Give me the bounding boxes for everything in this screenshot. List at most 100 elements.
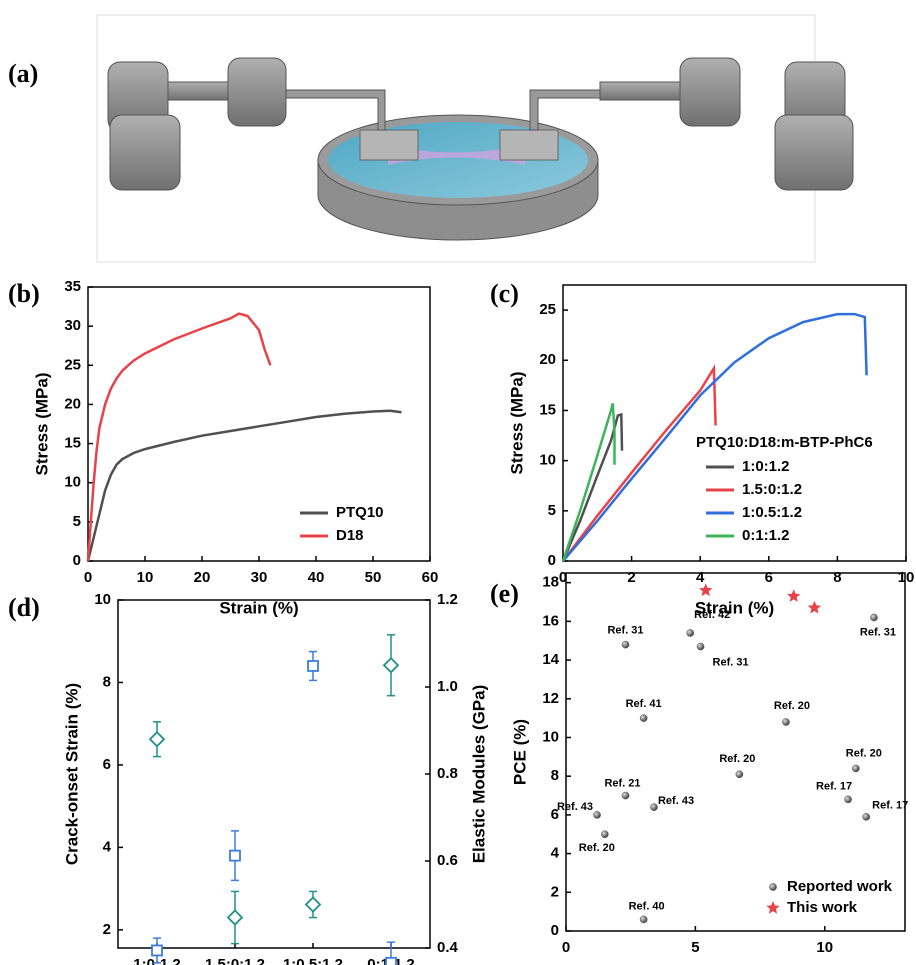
y-tick-label: 6 — [103, 756, 111, 773]
x-tick-label: 20 — [194, 569, 211, 586]
legend-label: Reported work — [787, 878, 893, 895]
marker — [151, 944, 163, 957]
y-tick-label: 10 — [64, 474, 81, 491]
y-tick-label: 0 — [548, 552, 556, 569]
marker — [600, 830, 609, 839]
y-tick-label: 5 — [548, 502, 556, 519]
marker — [385, 956, 397, 965]
x-tick-label: 1:0.5:1.2 — [283, 956, 343, 965]
legend-swatch — [769, 883, 777, 891]
marker — [870, 613, 878, 622]
point-label: Ref. 43 — [557, 801, 593, 813]
line-series — [562, 364, 717, 562]
y-tick-label: 30 — [64, 317, 81, 334]
legend-label: D18 — [336, 527, 364, 544]
y-axis-label: PCE (%) — [510, 719, 529, 785]
y-tick-label: 25 — [539, 301, 556, 318]
point-label: Ref. 40 — [629, 900, 665, 912]
marker — [639, 714, 648, 722]
point-label: Ref. 17 — [816, 780, 852, 792]
x-tick-label: 10 — [898, 569, 915, 586]
marker — [807, 600, 822, 614]
x-tick-label: 6 — [765, 569, 773, 586]
point-label: Ref. 17 — [872, 800, 908, 812]
y-axis-label: Stress (MPa) — [32, 373, 51, 476]
x-tick-label: 0 — [562, 939, 570, 956]
y-tick-label: 0 — [551, 922, 559, 939]
marker — [686, 629, 695, 637]
y2-tick-label: 0.8 — [437, 765, 458, 782]
y-tick-label: 18 — [542, 574, 559, 591]
point-label: Ref. 20 — [774, 700, 810, 712]
point-label: Ref. 42 — [694, 609, 730, 621]
marker — [782, 718, 790, 726]
y-axis-label: Stress (MPa) — [507, 372, 526, 475]
legend-label: 1:0.5:1.2 — [742, 504, 802, 521]
x-tick-label: 10 — [816, 939, 833, 956]
point-label: Ref. 20 — [846, 747, 882, 759]
y-tick-label: 10 — [542, 728, 559, 745]
marker — [148, 730, 166, 748]
marker — [787, 589, 801, 602]
y-axis-label: Crack-onset Strain (%) — [62, 683, 81, 865]
point-label: Ref. 31 — [607, 625, 643, 637]
y-tick-label: 5 — [73, 513, 81, 530]
y2-tick-label: 1.0 — [437, 678, 458, 695]
marker — [307, 660, 319, 672]
y-tick-label: 6 — [551, 806, 559, 823]
legend-label: PTQ10 — [336, 504, 384, 521]
panel-label: (b) — [8, 279, 40, 308]
panel-label: (e) — [490, 579, 519, 608]
plot-frame — [562, 284, 907, 562]
y-tick-label: 15 — [539, 401, 556, 418]
marker — [699, 583, 713, 597]
line-series — [86, 312, 272, 562]
y-tick-label: 14 — [542, 651, 559, 668]
panel-label: (a) — [8, 59, 38, 88]
y-tick-label: 2 — [551, 883, 559, 900]
y-tick-label: 20 — [64, 395, 81, 412]
x-tick-label: 30 — [251, 569, 268, 586]
y-tick-label: 4 — [551, 845, 560, 862]
x-tick-label: 50 — [365, 569, 382, 586]
marker — [593, 811, 601, 819]
point-label: Ref. 43 — [658, 795, 694, 807]
y-tick-label: 15 — [64, 435, 81, 452]
point-label: Ref. 20 — [579, 842, 615, 854]
marker — [650, 803, 658, 812]
x-tick-label: 0 — [559, 569, 567, 586]
marker — [862, 812, 871, 821]
panel-label: (c) — [490, 279, 519, 308]
point-label: Ref. 31 — [713, 656, 749, 668]
y-tick-label: 25 — [64, 356, 81, 373]
marker — [304, 896, 322, 913]
point-label: Ref. 21 — [604, 777, 640, 789]
marker — [621, 791, 630, 800]
marker — [229, 849, 241, 862]
x-axis-label: Strain (%) — [219, 598, 298, 617]
y-tick-label: 0 — [73, 552, 81, 569]
line-series — [562, 312, 868, 562]
plot-frame — [565, 572, 906, 932]
legend-label: 0:1:1.2 — [742, 527, 790, 544]
legend-title: PTQ10:D18:m-BTP-PhC6 — [696, 434, 873, 451]
y2-tick-label: 0.4 — [437, 939, 459, 956]
x-tick-label: 4 — [696, 569, 705, 586]
x-tick-label: 1.5:0:1.2 — [205, 956, 265, 965]
x-tick-label: 8 — [833, 569, 841, 586]
x-tick-label: 2 — [627, 569, 635, 586]
y-tick-label: 10 — [94, 591, 111, 608]
y2-tick-label: 0.6 — [437, 852, 458, 869]
y2-tick-label: 1.2 — [437, 591, 458, 608]
marker — [639, 915, 648, 924]
panel-label: (d) — [8, 593, 40, 622]
marker — [851, 764, 860, 773]
legend-label: 1:0:1.2 — [742, 458, 790, 475]
y2-axis-label: Elastic Modules (GPa) — [469, 685, 488, 864]
illustration — [96, 14, 854, 263]
marker — [735, 770, 744, 779]
marker — [226, 909, 244, 926]
marker — [696, 642, 705, 651]
point-label: Ref. 41 — [626, 698, 662, 710]
x-tick-label: 40 — [308, 569, 325, 586]
